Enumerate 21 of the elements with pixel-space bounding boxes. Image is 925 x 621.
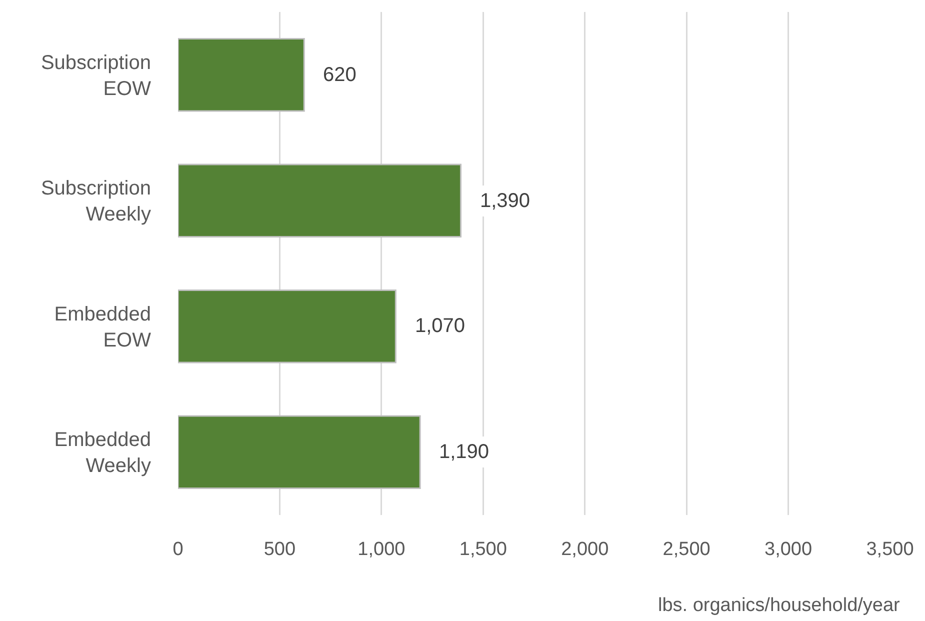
bar <box>178 164 462 238</box>
x-tick-label: 3,500 <box>866 539 914 560</box>
bar <box>178 289 396 364</box>
x-tick-label: 2,000 <box>561 539 609 560</box>
x-tick-label: 1,000 <box>358 539 406 560</box>
y-tick-label: Embedded Weekly <box>54 429 151 478</box>
bar <box>178 38 305 112</box>
data-label: 1,070 <box>415 315 466 337</box>
x-tick-label: 0 <box>172 539 184 560</box>
y-tick-label: Subscription Weekly <box>40 178 151 226</box>
data-label: 1,190 <box>439 441 490 463</box>
y-tick-label: Embedded EOW <box>54 303 152 352</box>
x-tick-label: 500 <box>264 539 296 560</box>
x-tick-label: 3,000 <box>764 539 812 560</box>
data-label: 620 <box>323 64 356 86</box>
x-tick-label: 2,500 <box>662 539 710 560</box>
y-tick-label: Subscription EOW <box>40 52 152 100</box>
bar <box>178 415 421 490</box>
x-tick-label: 1,500 <box>459 539 507 560</box>
x-axis-title: lbs. organics/household/year <box>658 595 901 616</box>
data-label: 1,390 <box>480 190 530 212</box>
